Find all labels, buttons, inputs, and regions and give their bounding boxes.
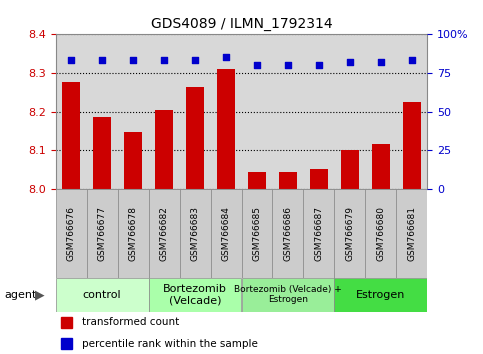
Bar: [149, 278, 242, 312]
Text: GSM766687: GSM766687: [314, 206, 324, 261]
Text: GSM766680: GSM766680: [376, 206, 385, 261]
Point: [98, 57, 106, 63]
Bar: [117, 189, 149, 278]
Point: [222, 54, 230, 60]
Bar: [334, 189, 366, 278]
Bar: [366, 189, 397, 278]
Text: agent: agent: [5, 290, 37, 300]
Bar: [372, 144, 390, 189]
Bar: [242, 278, 334, 312]
Text: GSM766679: GSM766679: [345, 206, 355, 261]
Text: Estrogen: Estrogen: [356, 290, 406, 300]
Bar: [217, 69, 235, 189]
Bar: [93, 117, 112, 189]
Bar: [272, 189, 303, 278]
Bar: [86, 189, 117, 278]
Bar: [155, 110, 173, 189]
Bar: [186, 87, 204, 189]
Point: [253, 62, 261, 68]
Point: [408, 57, 416, 63]
Text: GSM766682: GSM766682: [159, 206, 169, 261]
Point: [129, 57, 137, 63]
Point: [160, 57, 168, 63]
Bar: [180, 189, 211, 278]
Bar: [334, 278, 427, 312]
Bar: [149, 189, 180, 278]
Point: [346, 59, 354, 64]
Bar: [124, 132, 142, 189]
Title: GDS4089 / ILMN_1792314: GDS4089 / ILMN_1792314: [151, 17, 332, 31]
Text: GSM766678: GSM766678: [128, 206, 138, 261]
Bar: [62, 82, 80, 189]
Bar: [248, 172, 266, 189]
Bar: [397, 189, 427, 278]
Bar: [56, 278, 149, 312]
Text: GSM766684: GSM766684: [222, 206, 230, 261]
Text: control: control: [83, 290, 121, 300]
Bar: [61, 317, 71, 328]
Point: [315, 62, 323, 68]
Bar: [211, 189, 242, 278]
Text: percentile rank within the sample: percentile rank within the sample: [82, 338, 258, 349]
Point: [284, 62, 292, 68]
Text: ▶: ▶: [35, 288, 45, 301]
Text: Bortezomib
(Velcade): Bortezomib (Velcade): [163, 284, 227, 306]
Bar: [303, 189, 334, 278]
Bar: [56, 189, 86, 278]
Text: GSM766681: GSM766681: [408, 206, 416, 261]
Bar: [341, 150, 359, 189]
Text: GSM766676: GSM766676: [67, 206, 75, 261]
Point: [191, 57, 199, 63]
Bar: [61, 338, 71, 349]
Bar: [310, 169, 328, 189]
Text: GSM766686: GSM766686: [284, 206, 293, 261]
Point: [377, 59, 385, 64]
Text: transformed count: transformed count: [82, 317, 179, 327]
Bar: [279, 172, 297, 189]
Bar: [403, 102, 421, 189]
Bar: [242, 189, 272, 278]
Text: Bortezomib (Velcade) +
Estrogen: Bortezomib (Velcade) + Estrogen: [234, 285, 342, 304]
Text: GSM766683: GSM766683: [190, 206, 199, 261]
Text: GSM766685: GSM766685: [253, 206, 261, 261]
Text: GSM766677: GSM766677: [98, 206, 107, 261]
Point: [67, 57, 75, 63]
